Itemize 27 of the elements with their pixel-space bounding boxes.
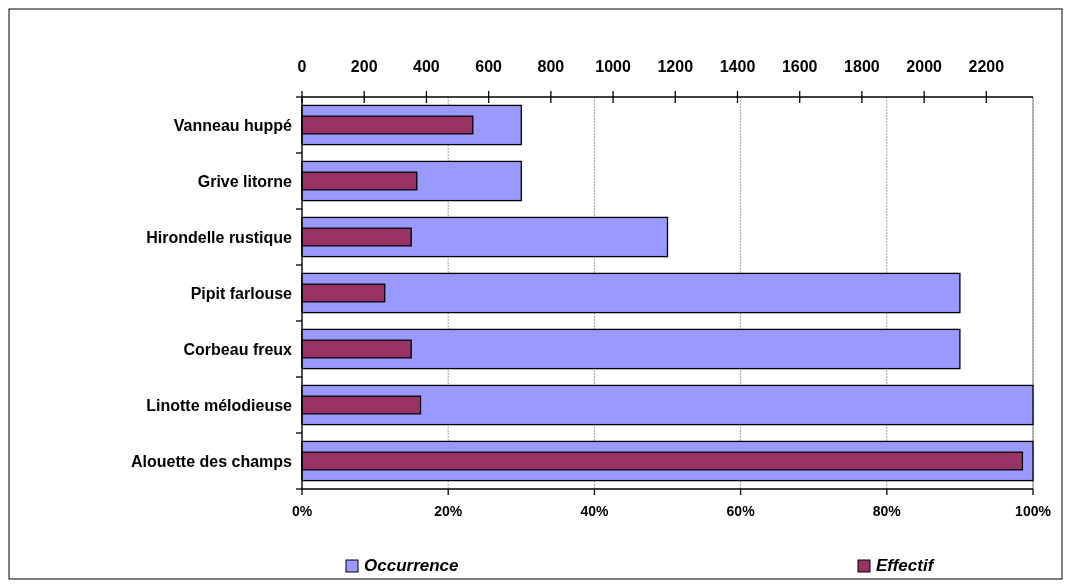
x2-tick-label: 200 bbox=[350, 58, 378, 75]
x2-tick-label: 1400 bbox=[719, 58, 756, 75]
y-tick-label: Pipit farlouse bbox=[190, 284, 293, 302]
legend-label: Occurrence bbox=[364, 556, 459, 575]
y-tick-label: Alouette des champs bbox=[131, 452, 293, 470]
x-tick-label: 100% bbox=[1015, 503, 1052, 519]
x2-tick-label: 1800 bbox=[844, 58, 880, 75]
legend-label: Effectif bbox=[876, 556, 936, 575]
y-tick-label: Hirondelle rustique bbox=[146, 228, 293, 246]
x2-tick-label: 400 bbox=[413, 58, 440, 75]
x2-tick-label: 0 bbox=[297, 58, 307, 75]
x-tick-label: 80% bbox=[872, 503, 902, 519]
x-tick-label: 40% bbox=[580, 503, 609, 519]
x-tick-label: 60% bbox=[726, 503, 756, 519]
x2-tick-label: 2200 bbox=[968, 58, 1005, 75]
y-tick-label: Linotte mélodieuse bbox=[146, 396, 293, 414]
x-tick-label: 20% bbox=[434, 503, 463, 519]
y-tick-label: Vanneau huppé bbox=[173, 116, 293, 134]
x2-tick-label: 600 bbox=[475, 58, 503, 75]
x2-tick-label: 800 bbox=[537, 58, 565, 75]
x2-tick-label: 1200 bbox=[657, 58, 694, 75]
y-tick-label: Corbeau freux bbox=[183, 340, 293, 358]
y-tick-label: Grive litorne bbox=[197, 172, 293, 190]
x2-tick-label: 1000 bbox=[595, 58, 631, 75]
x-tick-label: 0% bbox=[291, 503, 313, 519]
x2-tick-label: 1600 bbox=[781, 58, 818, 75]
x2-tick-label: 2000 bbox=[906, 58, 943, 75]
